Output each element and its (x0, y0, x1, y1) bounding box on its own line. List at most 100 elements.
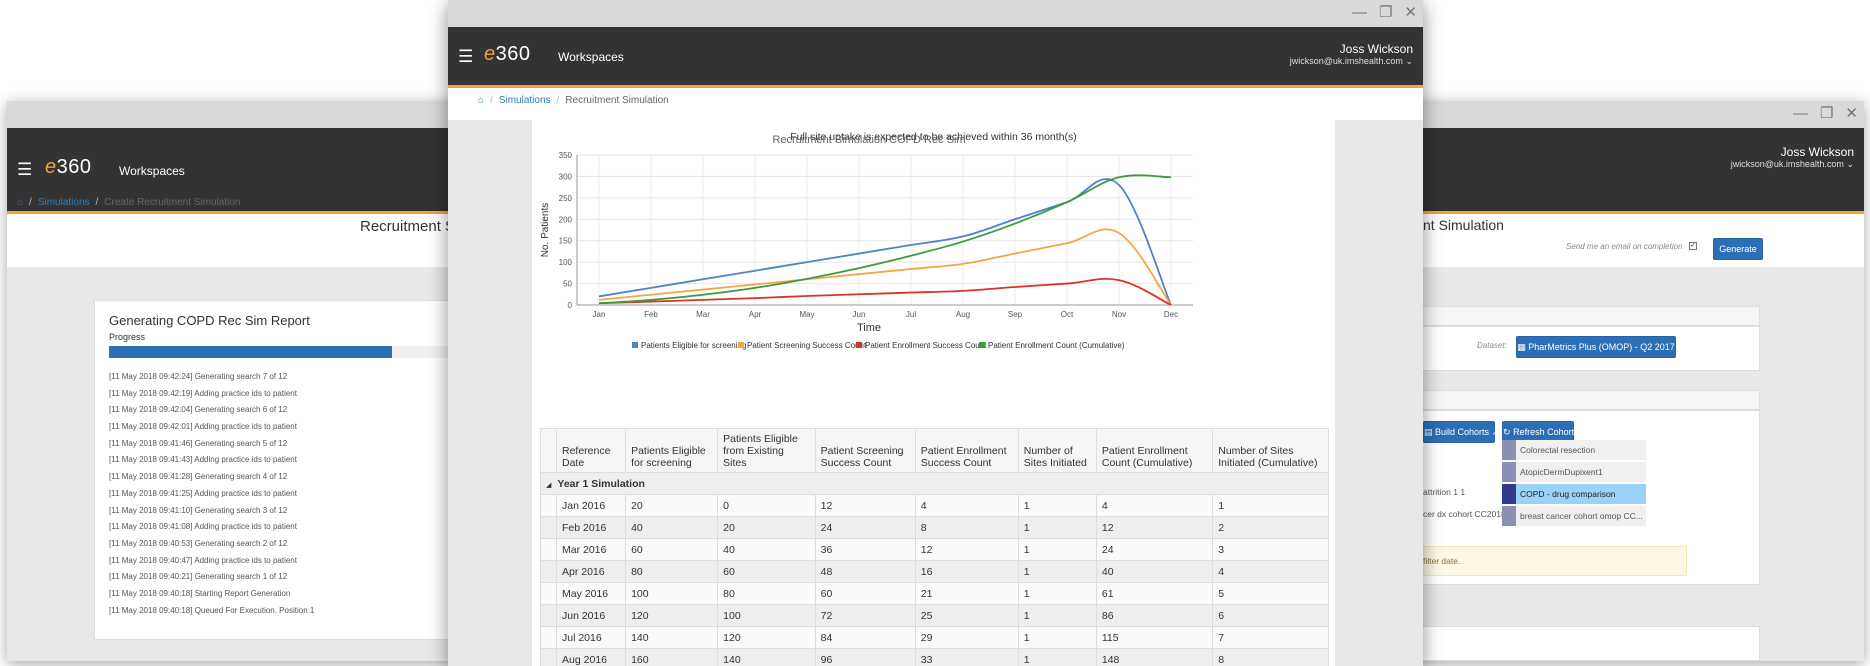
left-page-title: Recruitment S (360, 218, 456, 235)
table-cell: 12 (1095, 516, 1214, 539)
cohort-icon (1502, 462, 1516, 482)
table-cell: 80 (625, 560, 719, 583)
build-cohorts-button[interactable]: ▤ Build Cohorts ↗ (1423, 421, 1499, 443)
column-header[interactable]: Number of Sites Initiated (Cumulative) (1212, 428, 1329, 473)
table-row[interactable]: May 2016 100 80 60 21 1 61 5 (540, 582, 1329, 605)
table-cell: 36 (814, 538, 916, 561)
breadcrumb-simulations[interactable]: Simulations (498, 95, 551, 106)
chart-title: Recruitment Simulation COPD Rec Sim (772, 134, 965, 146)
table-row[interactable]: Feb 2016 40 20 24 8 1 12 2 (540, 516, 1329, 539)
group-row[interactable]: ◢ Year 1 Simulation (540, 472, 1329, 495)
row-spacer (540, 560, 557, 583)
menu-icon[interactable]: ☰ (17, 160, 33, 179)
x-tick-label: Oct (1061, 310, 1074, 319)
refresh-icon: ↻ (1503, 427, 1511, 437)
y-axis-label: No. Patients (540, 203, 551, 257)
table-cell: 1 (1017, 538, 1097, 561)
logo[interactable]: e360 (484, 43, 531, 65)
log-line: [11 May 2018 09:41:25] Adding practice i… (109, 488, 297, 498)
column-header[interactable]: Reference Date (555, 428, 627, 473)
table-cell: 96 (814, 648, 916, 666)
log-line: [11 May 2018 09:42:04] Generating search… (109, 405, 288, 415)
cohort-item-3-selected[interactable]: COPD - drug comparison (1502, 484, 1646, 504)
restore-icon[interactable]: ❐ (1819, 105, 1834, 122)
right-titlebar: — ❐ ✕ (1371, 101, 1864, 128)
column-header[interactable]: Patient Enrollment Success Count (914, 428, 1019, 473)
column-header[interactable]: Patient Screening Success Count (814, 428, 916, 473)
table-row[interactable]: Apr 2016 80 60 48 16 1 40 4 (540, 560, 1329, 583)
log-line: [11 May 2018 09:40:18] Starting Report G… (109, 588, 291, 598)
table-cell: 115 (1095, 626, 1214, 649)
email-checkbox[interactable]: ✓ (1689, 242, 1697, 250)
bottom-panel (1371, 626, 1760, 661)
table-row[interactable]: Aug 2016 160 140 96 33 1 148 8 (540, 648, 1329, 666)
log-line: [11 May 2018 09:42:19] Adding practice i… (109, 388, 297, 398)
table-cell: 1 (1212, 494, 1329, 517)
column-header[interactable]: Patients Eligible from Existing Sites (717, 428, 816, 473)
cohort-left-label-3: attrition 1 1 (1423, 487, 1466, 497)
minimize-icon[interactable]: — (1792, 105, 1808, 122)
table-cell: 72 (814, 604, 916, 627)
series-line-4 (598, 174, 1172, 305)
table-cell: May 2016 (555, 582, 627, 605)
main-breadcrumb: ⌂ / Simulations / Recruitment Simulation (478, 95, 669, 106)
table-row[interactable]: Jan 2016 20 0 12 4 1 4 1 (540, 494, 1329, 517)
table-cell: 20 (717, 516, 816, 539)
menu-icon[interactable]: ☰ (458, 47, 474, 66)
column-header[interactable]: Patients Eligible for screening (625, 428, 719, 473)
x-tick-label: Jun (853, 310, 866, 319)
user-email: jwickson@uk.imshealth.com ⌄ (1289, 56, 1413, 66)
table-cell: 1 (1017, 516, 1097, 539)
legend-swatch-3 (856, 342, 862, 348)
progress-label: Progress (109, 332, 146, 342)
uptake-message: Full site uptake is expected to be achie… (790, 131, 1077, 143)
table-cell: 12 (914, 538, 1019, 561)
cohort-item-4[interactable]: breast cancer cohort omop CC... (1502, 506, 1646, 526)
column-header[interactable]: Patient Enrollment Count (Cumulative) (1095, 428, 1214, 473)
collapse-icon[interactable]: ◢ (546, 481, 552, 489)
close-icon[interactable]: ✕ (1845, 105, 1858, 122)
row-spacer (540, 494, 557, 517)
workspaces-link[interactable]: Workspaces (119, 164, 185, 178)
log-line: [11 May 2018 09:40:53] Generating search… (109, 538, 288, 548)
dataset-button[interactable]: ▦ PharMetrics Plus (OMOP) - Q2 2017 (1516, 336, 1676, 358)
dataset-panel: Dataset: ▦ PharMetrics Plus (OMOP) - Q2 … (1371, 326, 1760, 371)
home-icon[interactable]: ⌂ (17, 197, 24, 208)
legend-swatch-1 (632, 342, 638, 348)
restore-icon[interactable]: ❐ (1378, 4, 1393, 21)
y-tick-label: 0 (568, 301, 573, 310)
cohort-item-1[interactable]: Colorectal resection (1502, 440, 1646, 460)
recruitment-chart: Recruitment Simulation COPD Rec Sim 0 50 10… (540, 134, 1193, 350)
cohort-panel-header (1371, 390, 1760, 410)
table-cell: 25 (914, 604, 1019, 627)
table-cell: 80 (717, 582, 816, 605)
table-cell: 84 (814, 626, 916, 649)
x-tick-label: Dec (1164, 310, 1178, 319)
table-cell: 60 (717, 560, 816, 583)
cohort-left-label-4: cer dx cohort CC2018 (1423, 509, 1506, 519)
table-cell: 86 (1095, 604, 1214, 627)
table-cell: Aug 2016 (555, 648, 627, 666)
log-line: [11 May 2018 09:40:18] Queued For Execut… (109, 605, 315, 615)
column-header[interactable]: Number of Sites Initiated (1017, 428, 1097, 473)
table-row[interactable]: Jul 2016 140 120 84 29 1 115 7 (540, 626, 1329, 649)
cohort-icon (1502, 506, 1516, 526)
table-cell: 1 (1017, 648, 1097, 666)
table-row[interactable]: Mar 2016 60 40 36 12 1 24 3 (540, 538, 1329, 561)
home-icon[interactable]: ⌂ (478, 95, 485, 106)
header-expander (540, 428, 557, 473)
logo[interactable]: e360 (45, 156, 92, 178)
workspaces-link[interactable]: Workspaces (558, 50, 624, 64)
generate-button[interactable]: Generate (1713, 238, 1763, 260)
table-row[interactable]: Jun 2016 120 100 72 25 1 86 6 (540, 604, 1329, 627)
cohort-item-2[interactable]: AtopicDermDupixent1 (1502, 462, 1646, 482)
right-window-controls: — ❐ ✕ (1793, 105, 1858, 123)
close-icon[interactable]: ✕ (1404, 4, 1417, 21)
table-cell: 24 (814, 516, 916, 539)
main-window: — ❐ ✕ ☰ e360 Workspaces Joss Wickson jwi… (448, 0, 1423, 666)
notice-box: filter date. (1372, 546, 1687, 576)
main-user-menu[interactable]: Joss Wickson jwickson@uk.imshealth.com ⌄ (1290, 42, 1413, 67)
minimize-icon[interactable]: — (1351, 4, 1367, 21)
right-user-menu[interactable]: Joss Wickson jwickson@uk.imshealth.com ⌄ (1731, 145, 1854, 170)
breadcrumb-simulations[interactable]: Simulations (37, 197, 90, 208)
